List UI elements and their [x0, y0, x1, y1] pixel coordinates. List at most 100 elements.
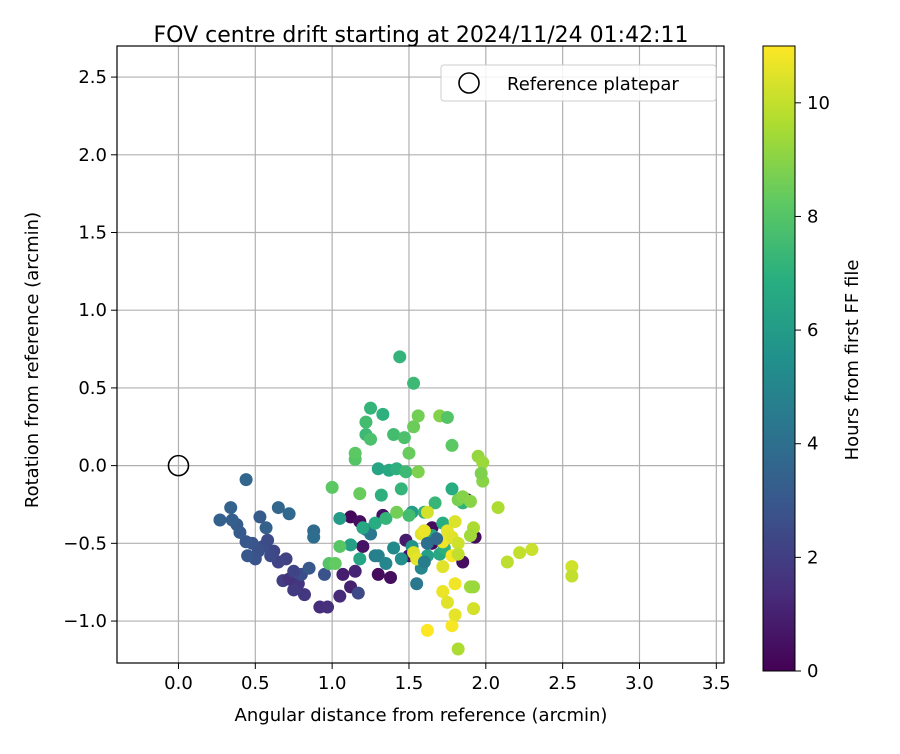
data-point [348, 446, 362, 460]
data-point [445, 482, 459, 496]
data-point [428, 496, 442, 510]
data-point [463, 529, 477, 543]
data-point [394, 482, 408, 496]
data-point [259, 521, 273, 535]
data-point [420, 623, 434, 637]
y-tick-label: −1.0 [63, 611, 107, 632]
data-point [359, 415, 373, 429]
data-point [384, 571, 398, 585]
y-tick-label: −0.5 [63, 533, 107, 554]
colorbar-tick-label: 8 [807, 206, 818, 227]
data-point [325, 480, 339, 494]
y-tick-label: 1.0 [78, 300, 107, 321]
y-tick-label: 0.5 [78, 378, 107, 399]
colorbar-gradient [762, 45, 796, 672]
x-tick-label: 2.0 [471, 673, 500, 694]
data-point [474, 466, 488, 480]
chart-title: FOV centre drift starting at 2024/11/24 … [154, 23, 689, 48]
data-point [436, 585, 450, 599]
data-point [321, 600, 335, 614]
data-point [333, 511, 347, 525]
reference-marker [167, 454, 190, 477]
x-tick-label: 3.5 [702, 673, 731, 694]
data-point [356, 539, 370, 553]
x-tick-label: 1.0 [318, 673, 347, 694]
data-point [440, 595, 454, 609]
data-point [393, 350, 407, 364]
data-point [364, 432, 378, 446]
data-point [467, 602, 481, 616]
data-point [445, 438, 459, 452]
data-point [410, 577, 424, 591]
data-point [333, 589, 347, 603]
data-point [287, 583, 301, 597]
data-point [467, 580, 481, 594]
x-axis-ticks: 0.0 0.5 1.0 1.5 2.0 2.5 3.0 3.5 [164, 663, 731, 694]
data-point [371, 567, 385, 581]
data-point [371, 462, 385, 476]
data-point [224, 501, 238, 515]
data-point [241, 549, 255, 563]
data-point [333, 539, 347, 553]
data-point [387, 428, 401, 442]
data-point [287, 564, 301, 578]
data-point [379, 557, 393, 571]
data-point [353, 487, 367, 501]
data-point [417, 524, 431, 538]
data-point [525, 543, 539, 557]
data-point [348, 564, 362, 578]
reference-platepar-marker [167, 454, 190, 477]
scatter-points [213, 350, 579, 656]
data-point [397, 431, 411, 445]
colorbar-tick-label: 6 [807, 320, 818, 341]
data-point [328, 557, 342, 571]
y-tick-label: 0.0 [78, 456, 107, 477]
data-point [225, 513, 239, 527]
y-tick-label: 2.0 [78, 145, 107, 166]
data-point [407, 376, 421, 390]
data-point [213, 513, 227, 527]
data-point [411, 409, 425, 423]
data-point [417, 555, 431, 569]
grid [117, 46, 724, 663]
plot-frame [116, 45, 725, 664]
data-point [411, 465, 425, 479]
data-point [239, 473, 253, 487]
data-point [451, 547, 465, 561]
data-point [436, 560, 450, 574]
legend-box [440, 64, 717, 102]
x-tick-label: 0.0 [164, 673, 193, 694]
colorbar-tick-label: 4 [807, 434, 818, 455]
data-point [448, 577, 462, 591]
data-point [387, 541, 401, 555]
data-point [368, 516, 382, 530]
data-point [379, 511, 393, 525]
x-tick-label: 2.5 [548, 673, 577, 694]
data-point [394, 552, 408, 566]
data-point [476, 456, 490, 470]
data-point [376, 407, 390, 421]
colorbar-label: Hours from first FF file [842, 260, 863, 461]
data-point [430, 532, 444, 546]
data-point [344, 538, 358, 552]
x-tick-label: 1.5 [395, 673, 424, 694]
data-point [491, 501, 505, 515]
data-point [448, 515, 462, 529]
colorbar-ticks: 0 2 4 6 8 10 [795, 93, 830, 682]
data-point [336, 567, 350, 581]
data-point [317, 567, 331, 581]
data-point [271, 501, 285, 515]
colorbar: 0 2 4 6 8 10 Hours from first FF file [762, 45, 863, 682]
data-point [500, 555, 514, 569]
data-point [302, 561, 316, 575]
data-point [399, 465, 413, 479]
data-point [402, 508, 416, 522]
data-point [353, 552, 367, 566]
x-axis-label: Angular distance from reference (arcmin) [235, 705, 608, 726]
data-point [565, 560, 579, 574]
y-axis-ticks: −1.0 −0.5 0.0 0.5 1.0 1.5 2.0 2.5 [63, 67, 117, 632]
data-point [264, 549, 278, 563]
legend: Reference platepar [440, 64, 717, 102]
